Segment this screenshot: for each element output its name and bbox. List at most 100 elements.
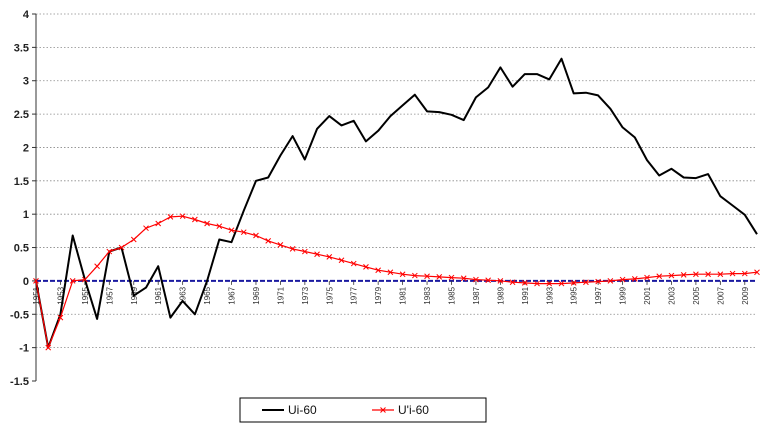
x-tick-label: 2005 bbox=[692, 286, 701, 304]
data-point bbox=[130, 236, 137, 243]
data-point bbox=[754, 269, 760, 276]
data-point bbox=[583, 279, 589, 286]
x-tick-label: 1997 bbox=[594, 286, 603, 304]
grid-lines bbox=[36, 13, 757, 349]
data-point bbox=[143, 225, 149, 232]
data-point bbox=[106, 248, 113, 255]
data-point bbox=[631, 276, 638, 282]
data-point bbox=[558, 280, 565, 287]
x-tick-label: 1981 bbox=[399, 286, 408, 304]
x-tick-label: 2003 bbox=[667, 286, 676, 304]
legend-label: U'i-60 bbox=[398, 403, 429, 417]
data-point bbox=[521, 280, 528, 286]
data-point bbox=[204, 220, 210, 227]
data-point bbox=[436, 274, 443, 280]
x-tick-label: 1991 bbox=[521, 286, 530, 304]
data-point bbox=[570, 280, 577, 286]
data-point bbox=[167, 213, 174, 220]
x-tick-label: 1983 bbox=[423, 286, 432, 304]
data-point bbox=[363, 264, 369, 270]
y-tick-label: 3 bbox=[23, 76, 29, 88]
y-tick-label: 1.5 bbox=[14, 176, 29, 188]
y-axis: -1.5 -1 -0.5 0 0.5 1 1.5 2 2.5 3 3.5 4 bbox=[10, 9, 37, 388]
data-point bbox=[546, 280, 553, 287]
x-tick-label: 2009 bbox=[741, 286, 750, 304]
data-point bbox=[473, 276, 479, 283]
legend-label: Ui-60 bbox=[288, 403, 317, 417]
data-point bbox=[155, 220, 162, 227]
data-point bbox=[82, 276, 88, 283]
series-line-1 bbox=[35, 57, 758, 349]
x-tick-label: 1951 bbox=[32, 286, 41, 304]
data-point bbox=[265, 238, 272, 244]
x-tick-label: 2001 bbox=[643, 286, 652, 304]
x-tick-label: 1989 bbox=[496, 286, 505, 304]
data-point bbox=[289, 246, 296, 252]
y-tick-label: 1 bbox=[23, 209, 29, 221]
data-point bbox=[717, 271, 724, 278]
data-point bbox=[216, 223, 223, 230]
data-point bbox=[399, 271, 406, 278]
x-tick-label: 1985 bbox=[447, 286, 456, 304]
x-tick-label: 1979 bbox=[374, 286, 383, 304]
y-tick-label: 0.5 bbox=[14, 243, 29, 255]
data-point bbox=[534, 280, 540, 287]
data-point bbox=[45, 344, 52, 351]
x-tick-label: 2007 bbox=[716, 286, 725, 304]
legend: Ui-60 U'i-60 bbox=[239, 397, 487, 423]
y-tick-label: 2 bbox=[23, 142, 29, 154]
data-point bbox=[497, 278, 504, 284]
data-point bbox=[94, 263, 100, 270]
y-tick-label: 3.5 bbox=[14, 42, 29, 54]
x-tick-label: 1995 bbox=[570, 286, 579, 304]
x-tick-label: 1975 bbox=[325, 286, 334, 304]
data-point bbox=[240, 229, 247, 236]
data-point bbox=[228, 227, 235, 234]
data-point bbox=[485, 277, 492, 284]
x-tick-label: 1971 bbox=[276, 286, 285, 304]
data-point bbox=[338, 257, 345, 264]
data-point bbox=[350, 260, 357, 267]
data-point bbox=[314, 251, 320, 258]
data-point bbox=[192, 216, 198, 223]
data-point bbox=[619, 276, 626, 283]
data-point bbox=[326, 254, 333, 260]
y-tick-label: 0 bbox=[23, 276, 29, 288]
data-point bbox=[118, 244, 125, 251]
data-point bbox=[448, 274, 455, 281]
legend-marker bbox=[380, 407, 386, 413]
x-tick-label: 1973 bbox=[301, 286, 310, 304]
data-point bbox=[411, 272, 418, 279]
y-tick-label: -1.5 bbox=[10, 376, 29, 388]
data-point bbox=[424, 273, 430, 280]
x-tick-label: 1957 bbox=[105, 286, 114, 304]
data-point bbox=[644, 274, 650, 281]
y-tick-label: -0.5 bbox=[10, 309, 29, 321]
x-tick-label: 1993 bbox=[545, 286, 554, 304]
data-point bbox=[301, 248, 308, 255]
data-point bbox=[729, 270, 736, 277]
y-tick-label: 2.5 bbox=[14, 109, 29, 121]
data-point bbox=[179, 213, 186, 220]
data-point bbox=[741, 270, 748, 277]
x-axis: 1951 1953 1955 1957 1959 1961 1963 1965 1967 1969… bbox=[32, 279, 757, 305]
x-tick-label: 1969 bbox=[252, 286, 261, 304]
data-point bbox=[656, 273, 663, 280]
data-point bbox=[57, 314, 64, 321]
series-group bbox=[33, 57, 760, 351]
y-tick-label: 4 bbox=[23, 9, 30, 21]
x-tick-label: 1987 bbox=[472, 286, 481, 304]
series-line-2 bbox=[35, 215, 758, 349]
x-tick-label: 1967 bbox=[228, 286, 237, 304]
data-point bbox=[680, 272, 687, 278]
x-tick-label: 1963 bbox=[179, 286, 188, 304]
data-point bbox=[607, 278, 614, 284]
data-point bbox=[595, 278, 601, 285]
data-point bbox=[33, 278, 39, 284]
x-tick-label: 1999 bbox=[619, 286, 628, 304]
x-tick-label: 1953 bbox=[56, 286, 65, 304]
data-point bbox=[375, 267, 382, 274]
data-point bbox=[668, 272, 675, 279]
x-tick-label: 1965 bbox=[203, 286, 212, 304]
